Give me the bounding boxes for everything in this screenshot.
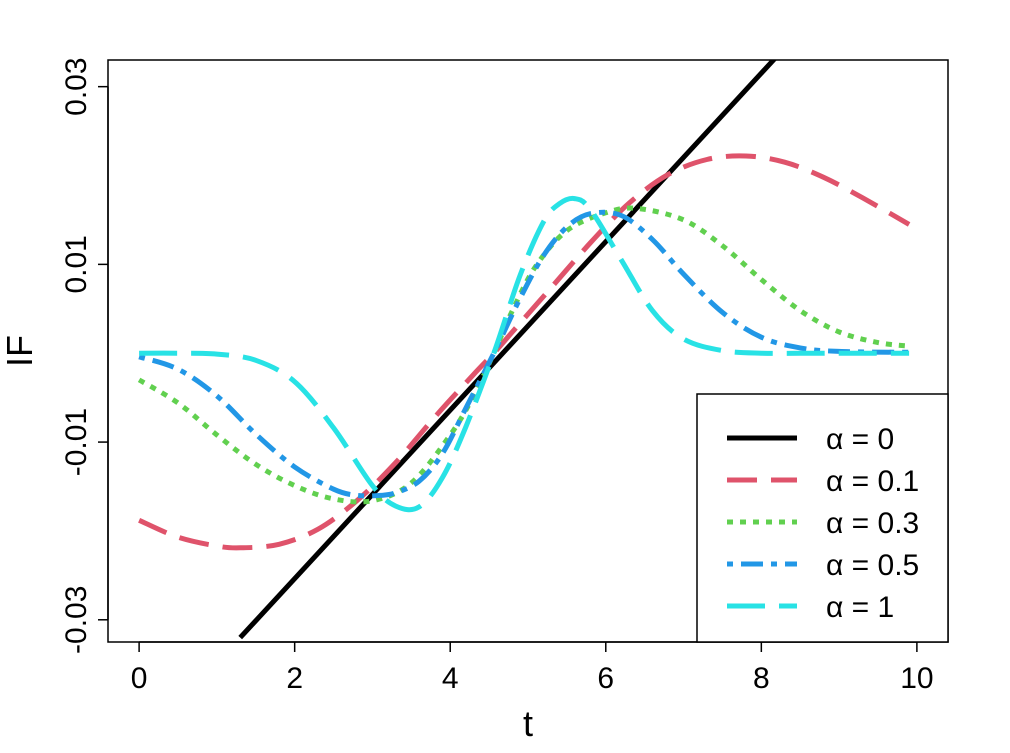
y-tick-label: -0.03 (60, 586, 93, 654)
legend-label: α = 1 (826, 591, 894, 624)
legend-box (696, 393, 949, 643)
y-tick-label: 0.03 (60, 57, 93, 115)
plot-lines (137, 60, 911, 640)
legend-label: α = 0.1 (826, 465, 919, 498)
series-line-3 (138, 209, 910, 499)
x-tick-label: 6 (597, 662, 614, 695)
x-tick-label: 4 (442, 662, 459, 695)
x-tick-label: 8 (753, 662, 770, 695)
series-line-2 (137, 205, 910, 505)
legend: α = 0 α = 0.1 α = 0.3 α = 0.5 α = 1 (696, 393, 949, 643)
y-tick-label: -0.01 (60, 408, 93, 476)
legend-items: α = 0 α = 0.1 α = 0.3 α = 0.5 α = 1 (727, 423, 919, 624)
x-tick-label: 0 (131, 662, 148, 695)
series-line-1 (138, 153, 911, 551)
y-tick-label: 0.01 (60, 235, 93, 293)
legend-label: α = 0.5 (826, 549, 919, 582)
legend-label: α = 0.3 (826, 507, 919, 540)
series-line-4 (139, 195, 910, 513)
x-axis: 0 2 4 6 8 10 (131, 641, 934, 695)
x-tick-label: 10 (900, 662, 933, 695)
y-axis: -0.03 -0.01 0.01 0.03 (60, 57, 109, 654)
series-line-0 (238, 60, 777, 640)
y-axis-title: IF (0, 335, 40, 367)
x-tick-label: 2 (286, 662, 303, 695)
legend-label: α = 0 (826, 423, 894, 456)
x-axis-title: t (523, 703, 533, 744)
